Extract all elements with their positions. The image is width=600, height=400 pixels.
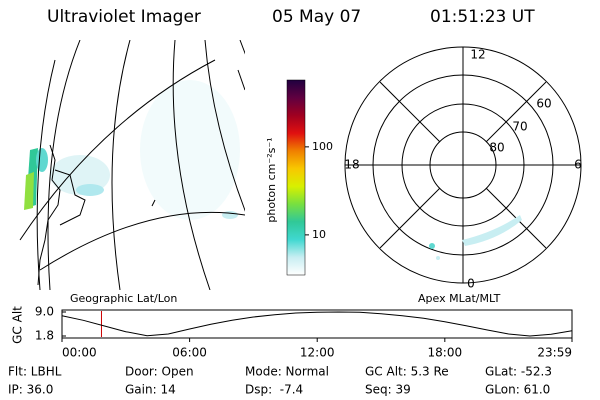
mlat-label: 70 [512, 120, 527, 134]
map-label: Geographic Lat/Lon [70, 292, 177, 305]
x-tick-label: 06:00 [172, 346, 207, 360]
y-tick-label: 9.0 [35, 305, 54, 319]
altitude-line [61, 311, 573, 337]
footer-field: Mode: Normal [245, 365, 329, 379]
x-tick-label: 23:59 [537, 346, 572, 360]
mlt-label: 0 [467, 277, 475, 291]
map-label: Apex MLat/MLT [418, 292, 501, 305]
footer-field: GC Alt: 5.3 Re [365, 365, 449, 379]
colorbar-tick-label: 10 [312, 228, 326, 241]
footer: Flt: LBHL Door: Open Mode: Normal GC Alt: 5… [8, 365, 552, 397]
geographic-map [19, 40, 245, 290]
instrument-title: Ultraviolet Imager [47, 7, 201, 27]
footer-field: Door: Open [125, 365, 194, 379]
x-tick-label: 12:00 [300, 346, 335, 360]
x-tick-label: 00:00 [62, 346, 97, 360]
colorbar-label: photon cm⁻²s⁻¹ [265, 137, 278, 222]
mlt-label: 18 [344, 158, 359, 172]
colorbar-tick-label: 100 [312, 140, 333, 153]
y-axis-label: GC Alt [11, 306, 25, 344]
date: 05 May 07 [272, 7, 361, 27]
footer-field: Dsp: -7.4 [245, 383, 303, 397]
mlt-label: 6 [574, 158, 582, 172]
mlt-label: 12 [470, 48, 485, 62]
polar-grid [344, 46, 582, 284]
aurora-glow [24, 80, 240, 220]
polar-aurora [429, 215, 522, 260]
footer-field: GLat: -52.3 [485, 365, 552, 379]
footer-field: GLon: 61.0 [485, 383, 550, 397]
x-tick-label: 18:00 [428, 346, 463, 360]
footer-field: Gain: 14 [125, 383, 176, 397]
footer-field: Flt: LBHL [8, 365, 62, 379]
y-tick-label: 1.8 [35, 329, 54, 343]
footer-field: IP: 36.0 [8, 383, 53, 397]
mlat-label: 80 [489, 141, 504, 155]
colorbar [286, 79, 306, 276]
time: 01:51:23 UT [430, 7, 535, 27]
mlat-label: 60 [536, 97, 551, 111]
footer-field: Seq: 39 [365, 383, 411, 397]
